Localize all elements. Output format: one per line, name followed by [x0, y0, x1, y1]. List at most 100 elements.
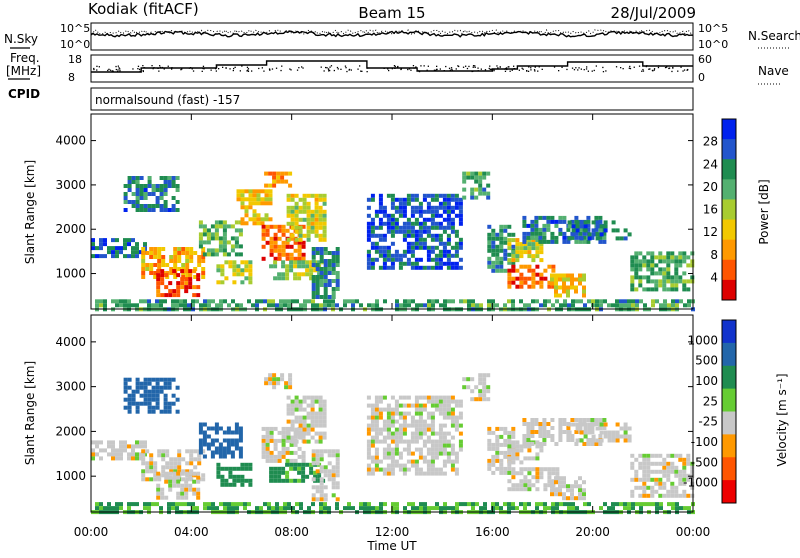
heatmap-cell	[471, 502, 475, 507]
heatmap-cell	[390, 419, 395, 424]
heatmap-cell	[603, 220, 608, 225]
heatmap-cell	[491, 446, 496, 451]
heatmap-cell	[434, 399, 439, 404]
heatmap-cell	[454, 455, 459, 460]
heatmap-cell	[507, 470, 512, 475]
heatmap-cell	[454, 261, 459, 266]
heatmap-cell	[223, 506, 227, 511]
heatmap-cell	[127, 405, 132, 410]
heatmap-cell	[240, 268, 245, 273]
heatmap-cell	[297, 478, 302, 483]
heatmap-cell	[211, 506, 215, 511]
heatmap-cell	[291, 299, 295, 304]
heatmap-cell	[141, 449, 146, 454]
heatmap-cell	[191, 303, 195, 308]
heatmap-cell	[263, 502, 267, 507]
heatmap-cell	[674, 465, 679, 470]
heatmap-cell	[582, 277, 586, 282]
heatmap-cell	[579, 236, 584, 241]
heatmap-cell	[426, 447, 431, 452]
heatmap-cell	[519, 246, 524, 251]
heatmap-cell	[483, 506, 487, 511]
colorbar-tick-label: 8	[710, 248, 718, 262]
heatmap-cell	[642, 481, 647, 486]
heatmap-cell	[167, 385, 172, 390]
nave-dot	[269, 69, 271, 71]
heatmap-cell	[615, 303, 619, 308]
heatmap-cell	[474, 179, 479, 184]
heatmap-cell	[635, 303, 639, 308]
heatmap-cell	[398, 265, 403, 270]
heatmap-cell	[619, 299, 623, 304]
heatmap-cell	[318, 403, 323, 408]
heatmap-cell	[374, 395, 379, 400]
heatmap-cell	[238, 252, 243, 257]
heatmap-cell	[442, 205, 447, 210]
heatmap-cell	[234, 236, 239, 241]
heatmap-cell	[167, 184, 172, 188]
heatmap-cell	[378, 253, 383, 258]
heatmap-cell	[530, 223, 535, 228]
heatmap-cell	[527, 238, 532, 243]
heatmap-cell	[164, 475, 169, 480]
heatmap-cell	[206, 446, 211, 451]
heatmap-cell	[268, 197, 273, 202]
heatmap-cell	[394, 463, 399, 468]
heatmap-cell	[458, 411, 463, 416]
heatmap-cell	[297, 276, 302, 281]
heatmap-cell	[646, 453, 651, 458]
heatmap-cell	[378, 225, 383, 230]
heatmap-cell	[414, 423, 419, 428]
heatmap-cell	[482, 175, 487, 180]
heatmap-cell	[156, 273, 161, 278]
heatmap-cell	[458, 399, 463, 404]
heatmap-cell	[454, 229, 459, 234]
heatmap-cell	[551, 284, 556, 289]
heatmap-cell	[547, 479, 552, 484]
heatmap-cell	[658, 453, 663, 458]
heatmap-cell	[189, 457, 194, 462]
heatmap-cell	[374, 209, 379, 214]
heatmap-cell	[386, 427, 391, 432]
heatmap-cell	[550, 480, 554, 485]
heatmap-cell	[143, 444, 147, 449]
heatmap-cell	[462, 385, 467, 390]
heatmap-cell	[234, 442, 239, 447]
heatmap-cell	[347, 502, 351, 507]
heatmap-cell	[230, 248, 235, 253]
heatmap-cell	[411, 299, 415, 304]
heatmap-cell	[515, 456, 520, 461]
heatmap-cell	[578, 426, 583, 430]
heatmap-cell	[298, 225, 303, 230]
heatmap-cell	[446, 411, 451, 416]
heatmap-cell	[390, 467, 395, 472]
nave-dot	[499, 66, 501, 68]
heatmap-cell	[670, 485, 675, 490]
heatmap-cell	[575, 506, 579, 511]
nave-dot	[111, 70, 113, 72]
heatmap-cell	[322, 411, 327, 416]
heatmap-cell	[582, 289, 586, 294]
heatmap-cell	[382, 423, 387, 428]
heatmap-cell	[395, 506, 399, 511]
nave-dot	[668, 67, 670, 70]
heatmap-cell	[306, 403, 311, 408]
heatmap-cell	[294, 431, 299, 436]
heatmap-cell	[434, 451, 439, 456]
heatmap-cell	[153, 465, 158, 470]
nave-dot	[289, 68, 291, 70]
heatmap-cell	[414, 471, 419, 476]
heatmap-cell	[159, 208, 164, 212]
heatmap-cell	[418, 435, 423, 440]
nave-dot	[465, 65, 467, 67]
heatmap-cell	[414, 241, 419, 246]
heatmap-cell	[370, 415, 375, 420]
nave-dot	[366, 67, 369, 69]
heatmap-cell	[127, 377, 132, 382]
heatmap-cell	[319, 303, 323, 308]
heatmap-cell	[551, 264, 556, 269]
heatmap-cell	[216, 280, 221, 285]
heatmap-cell	[370, 443, 375, 448]
heatmap-cell	[570, 488, 574, 493]
heatmap-cell	[386, 435, 391, 440]
